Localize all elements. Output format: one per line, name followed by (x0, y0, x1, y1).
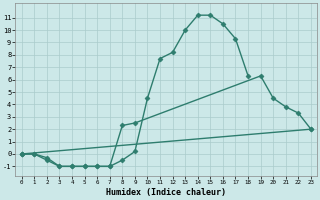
X-axis label: Humidex (Indice chaleur): Humidex (Indice chaleur) (106, 188, 226, 197)
